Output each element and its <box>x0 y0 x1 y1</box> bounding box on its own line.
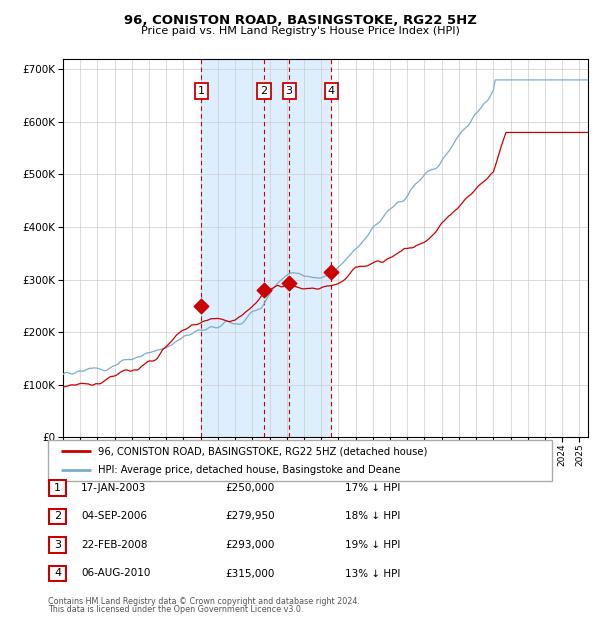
Text: 13% ↓ HPI: 13% ↓ HPI <box>345 569 400 578</box>
Text: £250,000: £250,000 <box>225 483 274 493</box>
Text: 22-FEB-2008: 22-FEB-2008 <box>81 540 148 550</box>
Text: 96, CONISTON ROAD, BASINGSTOKE, RG22 5HZ: 96, CONISTON ROAD, BASINGSTOKE, RG22 5HZ <box>124 14 476 27</box>
Text: 17-JAN-2003: 17-JAN-2003 <box>81 483 146 493</box>
Text: 04-SEP-2006: 04-SEP-2006 <box>81 512 147 521</box>
FancyBboxPatch shape <box>48 440 552 480</box>
Text: 3: 3 <box>54 540 61 550</box>
Point <box>259 285 269 295</box>
Text: 1: 1 <box>198 86 205 96</box>
Text: 2: 2 <box>54 512 61 521</box>
Text: 3: 3 <box>286 86 293 96</box>
Text: £315,000: £315,000 <box>225 569 274 578</box>
FancyBboxPatch shape <box>49 537 66 553</box>
FancyBboxPatch shape <box>49 565 66 582</box>
Text: £279,950: £279,950 <box>225 512 275 521</box>
Text: 18% ↓ HPI: 18% ↓ HPI <box>345 512 400 521</box>
Text: 19% ↓ HPI: 19% ↓ HPI <box>345 540 400 550</box>
Text: 17% ↓ HPI: 17% ↓ HPI <box>345 483 400 493</box>
Text: This data is licensed under the Open Government Licence v3.0.: This data is licensed under the Open Gov… <box>48 604 304 614</box>
Text: Price paid vs. HM Land Registry's House Price Index (HPI): Price paid vs. HM Land Registry's House … <box>140 26 460 36</box>
Point <box>197 301 206 311</box>
Text: 4: 4 <box>54 569 61 578</box>
Text: 2: 2 <box>260 86 268 96</box>
Text: 4: 4 <box>328 86 335 96</box>
Bar <box>202 59 331 437</box>
Text: 96, CONISTON ROAD, BASINGSTOKE, RG22 5HZ (detached house): 96, CONISTON ROAD, BASINGSTOKE, RG22 5HZ… <box>98 446 428 456</box>
Text: 1: 1 <box>54 483 61 493</box>
Text: 06-AUG-2010: 06-AUG-2010 <box>81 569 151 578</box>
Point <box>284 278 294 288</box>
FancyBboxPatch shape <box>49 480 66 496</box>
Text: HPI: Average price, detached house, Basingstoke and Deane: HPI: Average price, detached house, Basi… <box>98 466 401 476</box>
Point <box>326 267 336 277</box>
Text: £293,000: £293,000 <box>225 540 274 550</box>
Text: Contains HM Land Registry data © Crown copyright and database right 2024.: Contains HM Land Registry data © Crown c… <box>48 597 360 606</box>
FancyBboxPatch shape <box>49 508 66 525</box>
